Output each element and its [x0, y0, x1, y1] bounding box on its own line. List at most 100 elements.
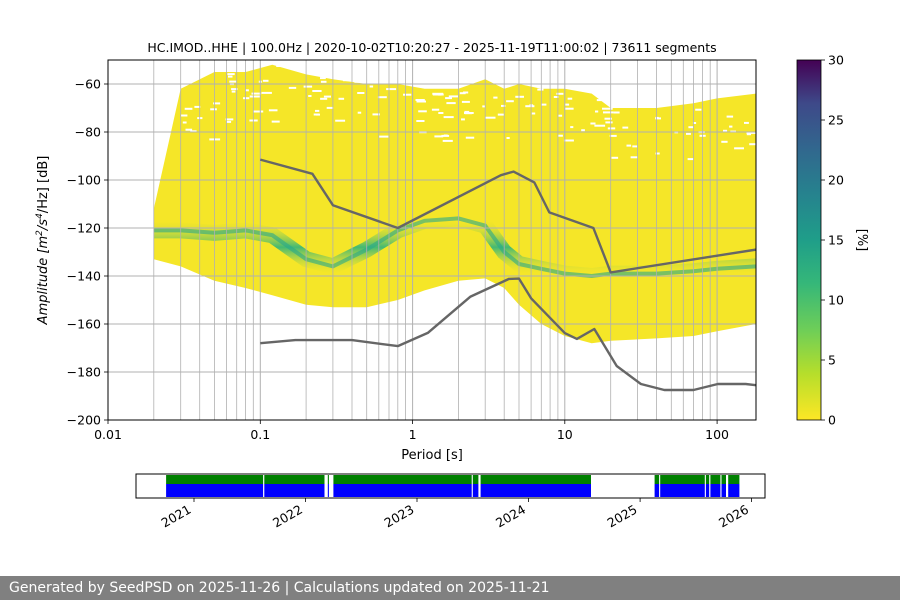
density-gap	[506, 100, 514, 103]
density-gap	[377, 96, 387, 99]
coverage-blue	[654, 484, 660, 497]
coverage-blue	[480, 484, 591, 497]
coverage-green	[721, 475, 726, 484]
density-gap	[564, 107, 574, 110]
x-tick-label: 100	[705, 427, 729, 442]
density-gap	[335, 119, 346, 122]
colorbar-tick-label: 15	[828, 233, 844, 248]
density-gap	[541, 103, 547, 106]
density-gap	[695, 108, 702, 111]
density-gap	[603, 111, 614, 114]
density-gap	[231, 88, 238, 91]
density-gap	[253, 110, 264, 113]
density-gap	[210, 108, 217, 111]
x-axis-ticks: 0.01 0.1 1 10 100	[94, 420, 729, 442]
y-tick-label: −100	[67, 173, 101, 188]
density-gap	[688, 126, 694, 129]
density-gap	[312, 90, 322, 92]
density-gap	[185, 128, 193, 131]
density-gap	[558, 134, 563, 137]
timeline-tick-label: 2026	[716, 502, 751, 531]
timeline-tick-label: 2021	[158, 502, 193, 531]
timeline-ticks: 2021 2022 2023 2024 2025 2026	[158, 498, 752, 531]
density-gap	[626, 144, 632, 147]
coverage-blue	[166, 484, 264, 497]
density-gap	[553, 96, 559, 98]
coverage-blue	[710, 484, 721, 497]
density-gap	[461, 100, 470, 103]
density-gap	[611, 156, 619, 159]
density-gap	[590, 122, 596, 125]
density-gap	[418, 110, 427, 113]
coverage-green	[728, 475, 740, 484]
density-gap	[357, 92, 365, 94]
density-gap	[227, 73, 235, 76]
density-gap	[493, 96, 498, 99]
coverage-green	[333, 475, 472, 484]
density-gap	[515, 95, 524, 98]
density-gap	[251, 92, 262, 95]
density-gap	[313, 113, 320, 116]
coverage-blue	[721, 484, 726, 497]
density-gap	[338, 97, 345, 100]
density-gap	[438, 112, 444, 114]
density-gap	[622, 126, 629, 129]
coverage-green	[654, 475, 660, 484]
density-gap	[354, 80, 363, 83]
density-gap	[497, 113, 504, 116]
y-tick-label: −140	[67, 269, 101, 284]
colorbar-label: [%]	[854, 229, 869, 252]
coverage-blue	[472, 484, 479, 497]
x-tick-label: 10	[557, 427, 573, 442]
density-gap	[461, 118, 465, 121]
density-gap	[655, 117, 661, 120]
density-gap	[226, 120, 232, 123]
x-axis-label: Period [s]	[401, 448, 463, 463]
density-gap	[225, 118, 234, 121]
coverage-green	[660, 475, 705, 484]
density-gap	[594, 124, 606, 127]
psd-plot-area	[108, 60, 756, 420]
x-tick-label: 0.01	[94, 427, 122, 442]
density-gap	[262, 79, 269, 82]
coverage-green	[327, 475, 329, 484]
coverage-green	[264, 475, 325, 484]
density-gap	[228, 75, 233, 78]
noise-model-low	[260, 277, 756, 392]
density-gap	[249, 95, 261, 98]
colorbar-tick-label: 20	[828, 173, 844, 188]
timeline-tick-label: 2025	[605, 502, 640, 531]
density-gap	[320, 97, 328, 100]
density-gap	[213, 102, 221, 105]
density-gap	[229, 80, 237, 83]
density-gap	[607, 127, 616, 130]
density-gap	[605, 121, 613, 124]
y-tick-label: −120	[67, 221, 101, 236]
density-gap	[729, 125, 733, 128]
density-gap	[386, 88, 397, 91]
density-gap	[687, 158, 694, 161]
density-gap	[231, 90, 236, 93]
density-gap	[564, 103, 570, 106]
y-tick-label: −80	[75, 125, 101, 140]
y-axis-label: Amplitude [m2/s4/Hz] [dB]	[35, 156, 51, 326]
density-gap	[465, 136, 475, 139]
density-gap	[320, 80, 327, 83]
density-gap	[723, 129, 728, 132]
density-gap	[464, 112, 473, 115]
colorbar-tick-label: 5	[828, 353, 836, 368]
colorbar-ticks: 0 5 10 15 20 25 30	[821, 53, 844, 428]
plot-frame	[107, 59, 757, 421]
colorbar-tick-label: 25	[828, 113, 844, 128]
density-gap	[746, 131, 756, 134]
density-gap	[744, 121, 749, 124]
density-gap	[506, 137, 510, 139]
coverage-blue	[705, 484, 710, 497]
density-gap	[180, 114, 188, 117]
density-gap	[357, 111, 362, 114]
density-gap	[320, 77, 326, 80]
density-gap	[595, 110, 599, 113]
density-gap	[315, 109, 320, 112]
density-gap	[445, 97, 452, 100]
